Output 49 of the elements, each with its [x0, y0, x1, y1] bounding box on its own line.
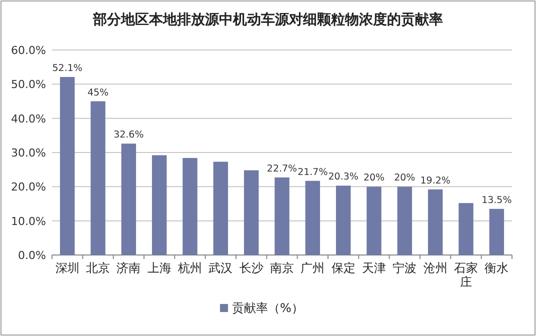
bar	[182, 158, 198, 255]
data-label: 22.7%	[266, 163, 298, 174]
x-tick-label: 杭州	[177, 261, 202, 275]
bar	[489, 208, 504, 255]
bar	[213, 162, 228, 255]
data-label: 19.2%	[420, 175, 450, 186]
bar	[428, 189, 443, 255]
x-tick-label: 广州	[300, 261, 325, 275]
y-tick-label: 50.0%	[11, 78, 46, 92]
x-tick-label: 深圳	[55, 261, 80, 275]
legend-label: 贡献率（%）	[232, 301, 304, 315]
data-label: 20%	[363, 172, 385, 184]
bar	[458, 203, 474, 255]
y-tick-label: 60.0%	[11, 44, 46, 57]
x-tick-label: 宁波	[392, 261, 417, 275]
x-tick-label: 北京	[86, 261, 110, 275]
x-tick-label: 南京	[270, 261, 294, 275]
y-tick-label: 0.0%	[18, 249, 46, 262]
bar	[121, 144, 136, 255]
x-tick-label: 石家庄	[454, 261, 478, 289]
bar	[366, 186, 382, 255]
x-tick-label: 上海	[147, 261, 172, 275]
y-tick-label: 10.0%	[11, 214, 46, 228]
data-label: 32.6%	[114, 130, 144, 141]
data-label: 13.5%	[482, 194, 512, 206]
bar	[60, 76, 75, 255]
bar	[397, 186, 412, 255]
x-tick-label: 保定	[331, 261, 356, 275]
x-tick-label: 天津	[362, 261, 386, 275]
y-tick-label: 20.0%	[11, 180, 46, 194]
y-tick-label: 30.0%	[11, 146, 46, 160]
data-label: 21.7%	[298, 166, 328, 178]
data-label: 20%	[394, 172, 416, 184]
data-label: 52.1%	[52, 62, 82, 74]
bar	[336, 186, 351, 255]
x-tick-label: 长沙	[239, 261, 264, 275]
x-tick-label: 沧州	[423, 261, 448, 275]
x-tick-label: 衡水	[484, 261, 509, 275]
chart-title: 部分地区本地排放源中机动车源对细颗粒物浓度的贡献率	[92, 11, 443, 28]
x-tick-label: 济南	[116, 261, 141, 275]
bar	[305, 180, 320, 255]
bar	[152, 155, 167, 255]
y-tick-label: 40.0%	[11, 112, 46, 126]
bar	[244, 170, 259, 255]
bar	[274, 177, 290, 255]
data-label: 45%	[87, 87, 109, 98]
data-label: 20.3%	[328, 172, 358, 183]
bar	[90, 101, 106, 255]
x-tick-label: 武汉	[208, 261, 233, 275]
